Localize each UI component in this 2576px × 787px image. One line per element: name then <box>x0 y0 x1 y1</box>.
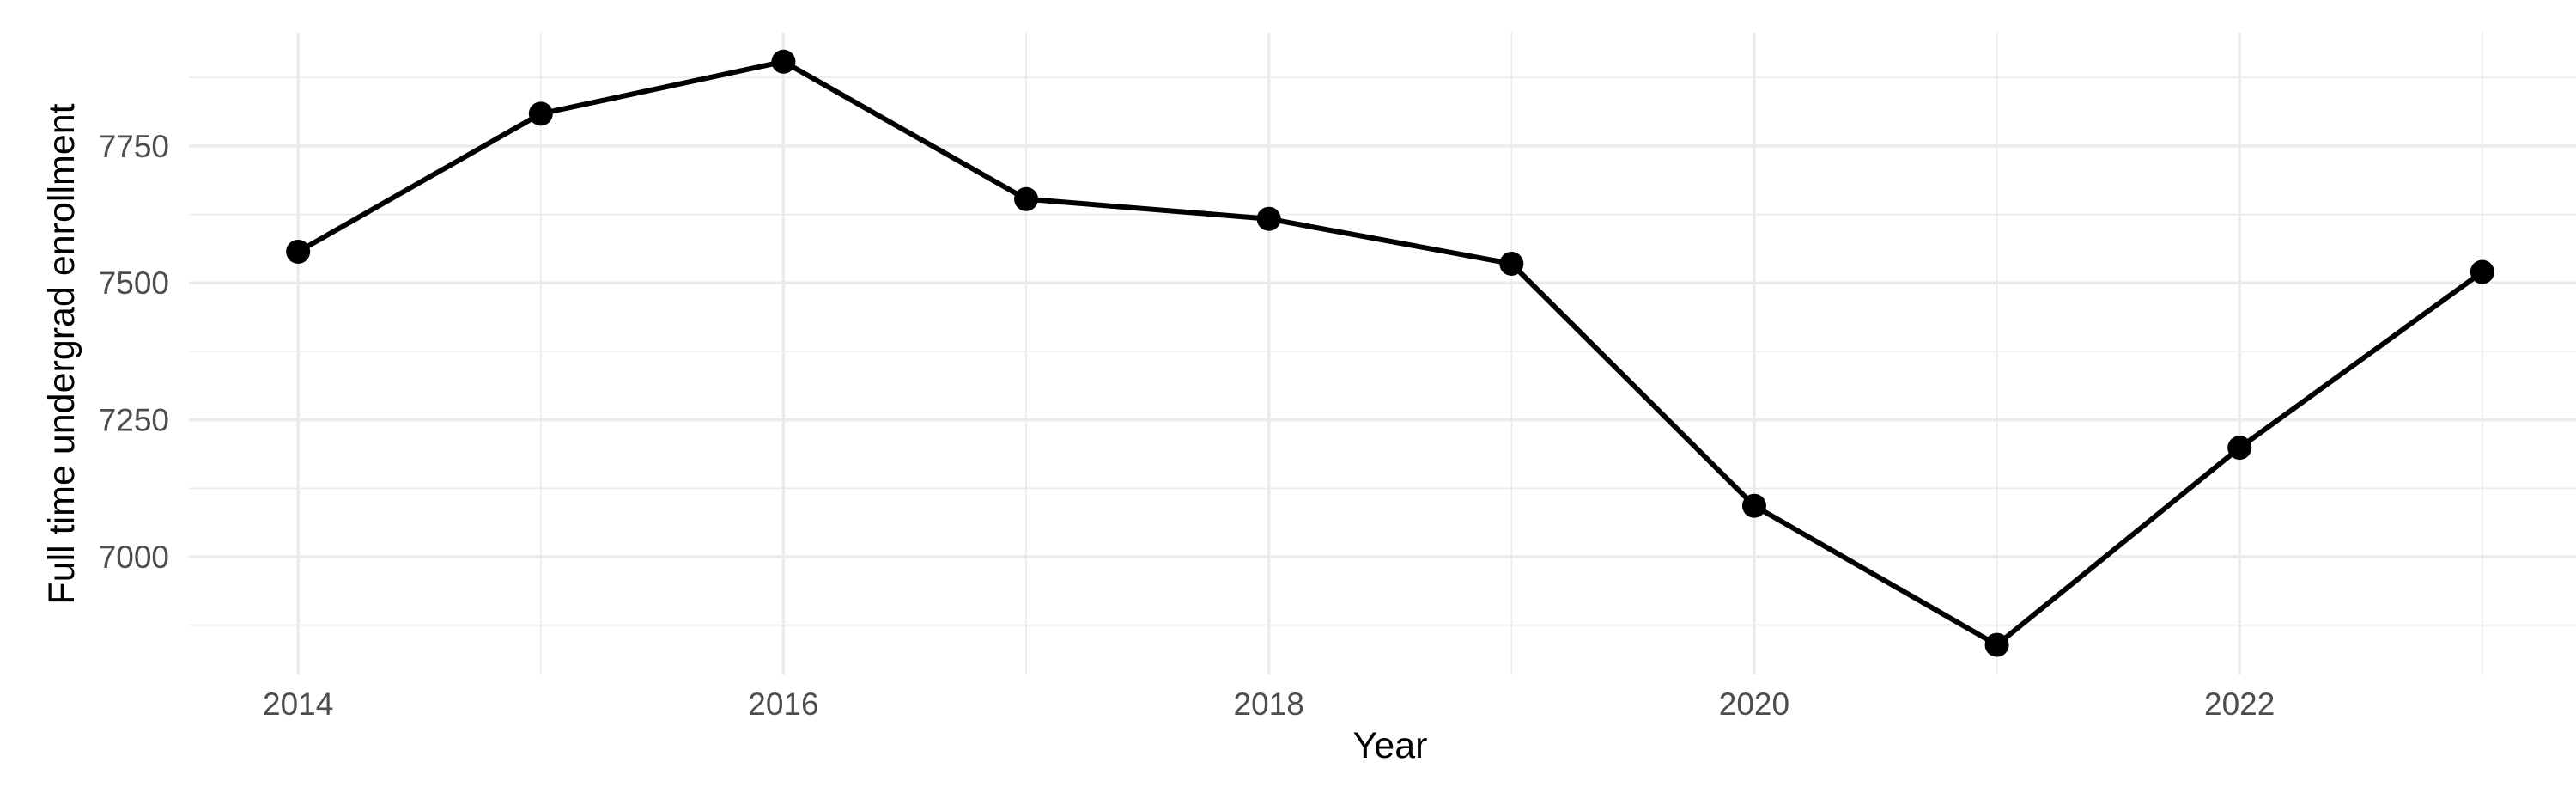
y-axis-title: Full time undergrad enrollment <box>41 103 82 604</box>
enrollment-line-chart: 7000 7250 7500 7750 2014 2016 2018 2020 2022 Ye… <box>34 14 2576 787</box>
x-tick-label: 2020 <box>1719 686 1789 722</box>
x-tick-label: 2016 <box>748 686 818 722</box>
major-gridlines <box>189 33 2576 674</box>
data-point-2019 <box>1499 251 1524 276</box>
y-axis-tick-labels: 7000 7250 7500 7750 <box>99 129 169 575</box>
data-point-2014 <box>286 239 311 264</box>
data-point-2023 <box>2470 259 2494 284</box>
data-point-2021 <box>1984 632 2009 657</box>
data-point-2022 <box>2227 436 2252 461</box>
x-axis-title: Year <box>1353 725 1428 766</box>
x-axis-tick-labels: 2014 2016 2018 2020 2022 <box>263 686 2275 722</box>
x-tick-label: 2022 <box>2204 686 2275 722</box>
data-point-2020 <box>1741 493 1766 518</box>
y-tick-label: 7750 <box>99 129 169 164</box>
data-point-2016 <box>771 49 796 74</box>
data-point-2018 <box>1256 206 1281 231</box>
y-tick-label: 7000 <box>99 540 169 575</box>
enrollment-line <box>296 58 2484 648</box>
x-tick-label: 2018 <box>1234 686 1304 722</box>
data-series <box>286 49 2494 657</box>
x-tick-label: 2014 <box>263 686 333 722</box>
minor-gridlines <box>189 33 2576 674</box>
data-point-2017 <box>1014 186 1039 211</box>
y-tick-label: 7250 <box>99 403 169 438</box>
chart-background <box>34 14 2576 787</box>
chart-canvas: 7000 7250 7500 7750 2014 2016 2018 2020 2022 Ye… <box>34 14 2576 787</box>
data-point-2015 <box>528 101 553 126</box>
y-tick-label: 7500 <box>99 265 169 301</box>
